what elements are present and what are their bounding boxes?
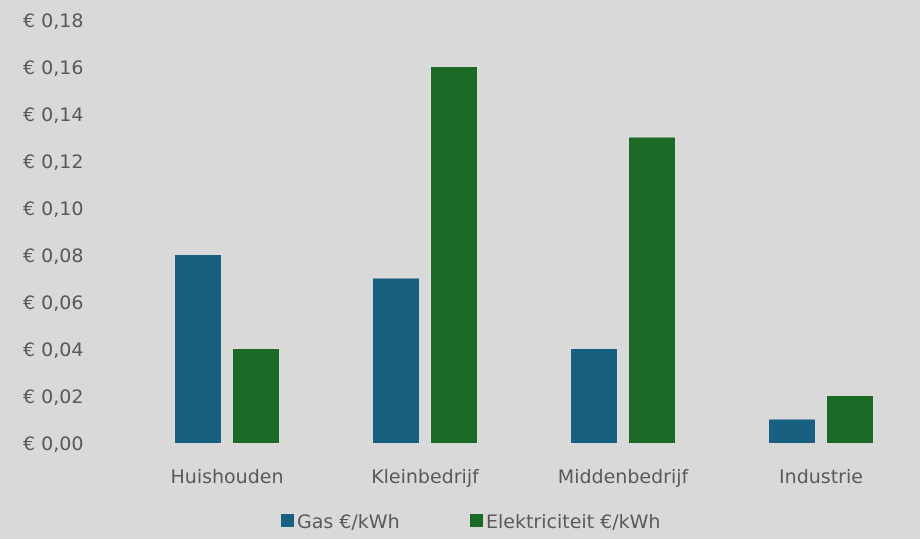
y-tick-label: € 0,08 bbox=[23, 245, 83, 267]
bar-elektriciteit-middenbedrijf bbox=[629, 137, 675, 443]
bar-gas-kleinbedrijf bbox=[373, 278, 419, 443]
y-tick-label: € 0,02 bbox=[23, 386, 83, 408]
y-tick-label: € 0,06 bbox=[23, 292, 83, 314]
y-tick-label: € 0,14 bbox=[23, 104, 83, 126]
bar-gas-industrie bbox=[769, 419, 815, 443]
bar-elektriciteit-industrie bbox=[827, 396, 873, 443]
legend-label-gas: Gas €/kWh bbox=[297, 511, 400, 533]
x-tick-label: Middenbedrijf bbox=[558, 466, 690, 488]
bar-elektriciteit-kleinbedrijf bbox=[431, 67, 477, 443]
bar-elektriciteit-huishouden bbox=[233, 349, 279, 443]
y-tick-label: € 0,10 bbox=[23, 198, 83, 220]
bar-gas-middenbedrijf bbox=[571, 349, 617, 443]
legend-swatch-elektriciteit bbox=[470, 514, 483, 527]
x-tick-label: Industrie bbox=[779, 466, 863, 488]
x-tick-label: Kleinbedrijf bbox=[371, 466, 480, 488]
x-axis: Huishouden Kleinbedrijf Middenbedrijf Indus… bbox=[170, 466, 862, 488]
legend-label-elektriciteit: Elektriciteit €/kWh bbox=[486, 511, 660, 533]
legend-swatch-gas bbox=[281, 514, 294, 527]
bars bbox=[175, 67, 873, 443]
y-tick-label: € 0,12 bbox=[23, 151, 83, 173]
x-tick-label: Huishouden bbox=[170, 466, 283, 488]
y-tick-label: € 0,00 bbox=[23, 433, 83, 455]
legend: Gas €/kWh Elektriciteit €/kWh bbox=[281, 511, 660, 533]
bar-gas-huishouden bbox=[175, 255, 221, 443]
y-tick-label: € 0,16 bbox=[23, 57, 83, 79]
y-axis: € 0,00 € 0,02 € 0,04 € 0,06 € 0,08 € 0,10 € 0,… bbox=[23, 10, 83, 455]
y-tick-label: € 0,18 bbox=[23, 10, 83, 32]
y-tick-label: € 0,04 bbox=[23, 339, 83, 361]
